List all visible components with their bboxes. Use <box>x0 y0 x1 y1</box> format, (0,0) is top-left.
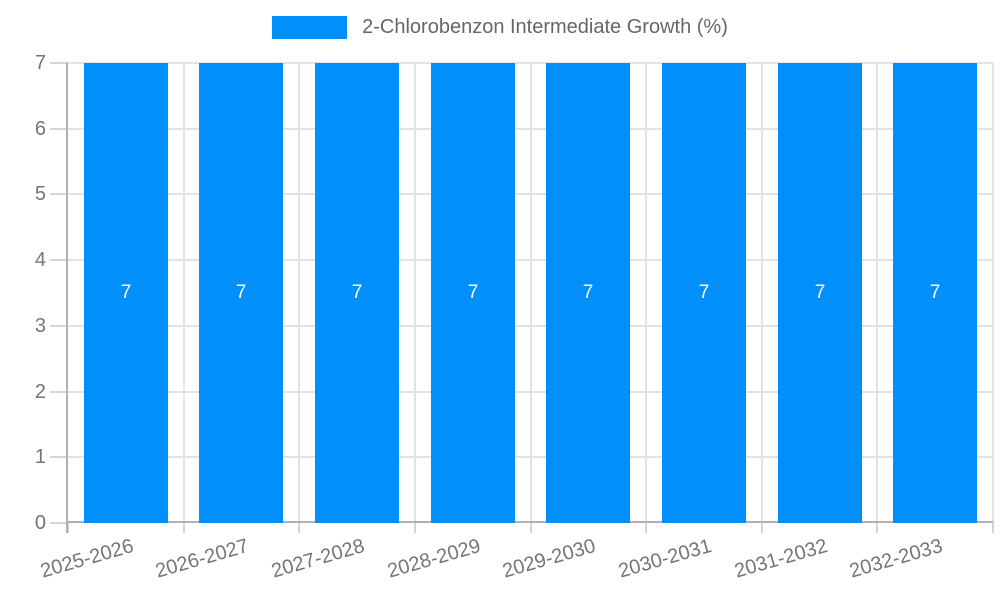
bar[interactable] <box>778 63 862 523</box>
x-axis-line <box>68 521 993 523</box>
y-axis-tick <box>50 127 68 130</box>
y-axis-label: 7 <box>34 52 46 74</box>
y-axis-label: 0 <box>34 512 46 534</box>
legend-label: 2-Chlorobenzon Intermediate Growth (%) <box>362 16 728 38</box>
bar[interactable] <box>84 63 168 523</box>
x-gridline <box>413 63 416 523</box>
y-axis-label: 3 <box>34 314 46 337</box>
x-axis-label: 2031-2032 <box>732 535 831 583</box>
x-axis-label: 2030-2031 <box>616 535 715 583</box>
x-axis-tick <box>529 523 532 533</box>
x-axis-tick <box>67 523 69 533</box>
x-axis-label: 2028-2029 <box>385 535 484 583</box>
x-gridline <box>992 63 994 523</box>
x-axis-label: 2025-2026 <box>38 535 137 583</box>
x-axis-tick <box>182 523 185 533</box>
x-axis-tick <box>992 523 994 533</box>
y-axis-tick <box>50 62 68 64</box>
legend-item[interactable]: 2-Chlorobenzon Intermediate Growth (%) <box>272 16 728 39</box>
y-axis-tick <box>50 522 68 524</box>
x-axis-label: 2029-2030 <box>500 535 599 583</box>
x-gridline <box>760 63 763 523</box>
bar[interactable] <box>431 63 515 523</box>
y-axis-label: 6 <box>34 117 46 140</box>
y-axis-tick <box>50 259 68 262</box>
bar[interactable] <box>893 63 977 523</box>
y-axis-tick <box>50 390 68 393</box>
bar[interactable] <box>546 63 630 523</box>
y-axis-tick <box>50 193 68 196</box>
y-axis-label: 2 <box>34 380 46 403</box>
y-axis-line <box>66 63 68 533</box>
x-axis-tick <box>760 523 763 533</box>
x-axis-tick <box>876 523 879 533</box>
x-gridline <box>876 63 879 523</box>
x-axis-tick <box>645 523 648 533</box>
x-gridline <box>645 63 648 523</box>
bar[interactable] <box>315 63 399 523</box>
x-gridline <box>529 63 532 523</box>
y-axis-tick <box>50 456 68 459</box>
y-axis-label: 1 <box>34 446 46 469</box>
x-axis-label: 2026-2027 <box>153 535 252 583</box>
x-gridline <box>182 63 185 523</box>
x-axis-tick <box>298 523 301 533</box>
bar[interactable] <box>199 63 283 523</box>
x-axis-tick <box>413 523 416 533</box>
x-axis-label: 2032-2033 <box>847 535 946 583</box>
y-axis-tick <box>50 324 68 327</box>
legend-swatch-icon <box>272 16 348 39</box>
y-axis-label: 4 <box>34 249 46 272</box>
bar[interactable] <box>662 63 746 523</box>
x-gridline <box>298 63 301 523</box>
x-axis-label: 2027-2028 <box>269 535 368 583</box>
legend: 2-Chlorobenzon Intermediate Growth (%) <box>0 16 1000 39</box>
y-axis-label: 5 <box>34 183 46 206</box>
